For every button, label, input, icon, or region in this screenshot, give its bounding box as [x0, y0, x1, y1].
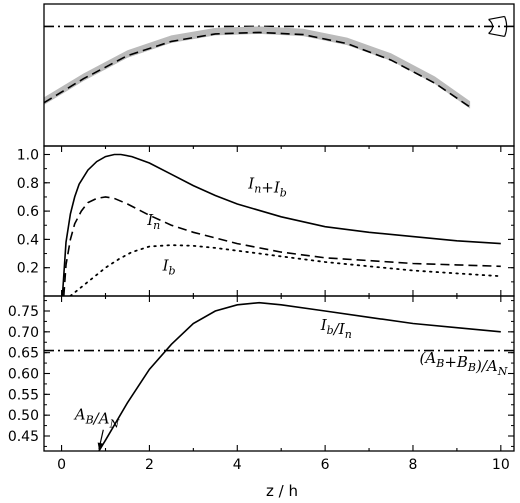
label-text: +B	[444, 353, 468, 371]
label-subscript: b	[280, 186, 287, 199]
y-tick-label: 0.75	[8, 304, 39, 320]
label-text: /I	[332, 320, 346, 338]
label-text: I	[320, 316, 328, 334]
label-text: )/A	[475, 357, 498, 375]
label-subscript: N	[109, 417, 120, 430]
series-line-2	[69, 244, 502, 296]
plot-area	[61, 153, 502, 296]
y-tick-label: 0.50	[8, 408, 39, 424]
label-text: /A	[92, 409, 110, 427]
label-subscript: B	[85, 413, 94, 426]
y-tick-label: 0.70	[8, 325, 39, 341]
curve-label: Ib	[162, 257, 176, 278]
curve-label: AB/AN	[73, 405, 120, 430]
panel-frame	[43, 145, 515, 297]
label-text: +I	[261, 178, 281, 196]
y-tick-label: 0.2	[17, 261, 39, 277]
label-subscript: n	[345, 328, 352, 341]
x-tick-label: 4	[233, 457, 242, 473]
y-tick-label: 0.65	[8, 346, 39, 362]
y-tick-label: 0.4	[17, 232, 39, 248]
pointer-arrow	[97, 429, 104, 450]
label-text: I	[146, 211, 154, 229]
x-tick-label: 8	[409, 457, 418, 473]
label-subscript: B	[435, 357, 444, 370]
label-subscript: b	[327, 324, 334, 337]
label-text: A	[73, 405, 86, 423]
mirror-band	[44, 26, 471, 109]
x-tick-label: 6	[321, 457, 330, 473]
x-tick-label: 0	[57, 457, 66, 473]
y-tick-label: 0.45	[8, 429, 39, 445]
x-tick-label: 2	[145, 457, 154, 473]
y-tick-label: 0.8	[17, 176, 39, 192]
series-line-2	[44, 31, 471, 108]
plot-area	[44, 25, 514, 109]
label-subscript: B	[467, 361, 476, 374]
curve-label: Ib/In	[320, 316, 352, 341]
curve-label: In+Ib	[247, 174, 287, 199]
panel-frame	[43, 3, 515, 147]
label-subscript: n	[254, 182, 261, 195]
series-line-1	[63, 196, 501, 296]
y-tick-label: 0.55	[8, 387, 39, 403]
eye-icon	[488, 15, 508, 38]
geometry-panel	[43, 3, 515, 147]
ratio-panel: 0.45 0.50 0.55 0.60 0.65 0.70 0.75 0 2 4 6 8 10 Ib/In…	[8, 295, 515, 473]
x-axis-label: z / h	[266, 482, 298, 500]
y-tick-label: 0.60	[8, 367, 39, 383]
label-subscript: N	[497, 365, 508, 378]
series-line-0	[61, 153, 501, 296]
plot-area	[44, 301, 514, 451]
y-tick-label: 0.6	[17, 204, 39, 220]
label-subscript: n	[153, 219, 160, 232]
label-subscript: b	[169, 265, 176, 278]
label-text: (A	[420, 349, 437, 367]
x-tick-label: 10	[492, 457, 510, 473]
curve-label: In	[146, 211, 160, 232]
y-tick-label: 1.0	[17, 147, 39, 163]
curve-label: (AB+BB)/AN	[420, 349, 508, 378]
label-text: I	[162, 257, 170, 275]
series-line-0	[98, 301, 501, 451]
label-text: I	[247, 174, 255, 192]
